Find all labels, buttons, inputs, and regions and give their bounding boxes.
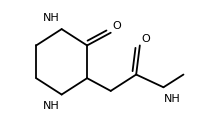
- Text: NH: NH: [43, 101, 60, 111]
- Text: O: O: [142, 34, 150, 44]
- Text: NH: NH: [43, 13, 60, 23]
- Text: NH: NH: [164, 94, 181, 104]
- Text: O: O: [113, 21, 121, 31]
